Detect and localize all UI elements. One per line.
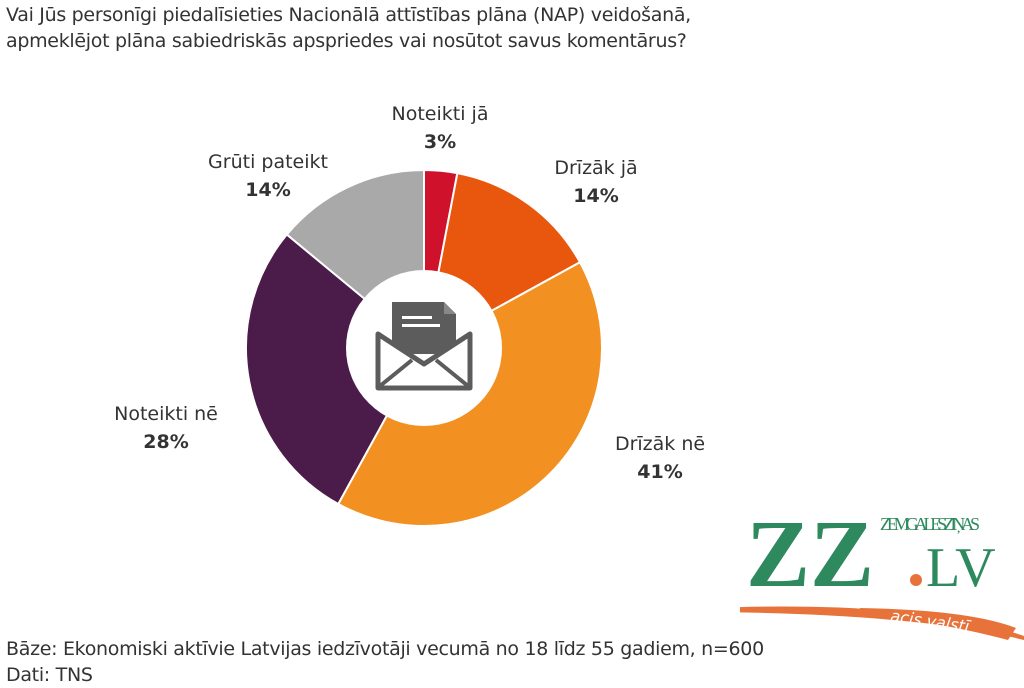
title-line-2: apmeklējot plāna sabiedriskās apspriedes…	[6, 30, 687, 52]
footer-source: Dati: TNS	[6, 664, 93, 686]
footer-base: Bāze: Ekonomiski aktīvie Latvijas iedzīv…	[6, 638, 764, 660]
label-drizak-ja: Drīzāk jā 14%	[554, 157, 638, 207]
label-noteikti-ja: Noteikti jā 3%	[391, 103, 489, 153]
label-drizak-ne: Drīzāk nē 41%	[614, 433, 706, 483]
slice-noteikti-nē	[245, 233, 426, 506]
svg-text:acis valstī: acis valstī	[889, 606, 973, 636]
title-line-1: Vai Jūs personīgi piedalīsieties Nacionā…	[6, 4, 691, 26]
label-gruti-pateikt: Grūti pateikt 14%	[208, 151, 328, 201]
footer: Bāze: Ekonomiski aktīvie Latvijas iedzīv…	[6, 636, 764, 688]
svg-text:ZEMGALES ZIŅAS: ZEMGALES ZIŅAS	[880, 514, 980, 534]
label-noteikti-ne: Noteikti nē 28%	[114, 403, 218, 453]
zz-lv-logo: ZZ ZEMGALES ZIŅAS LV acis valstī	[740, 500, 1024, 640]
chart-title: Vai Jūs personīgi piedalīsieties Nacionā…	[6, 2, 691, 54]
svg-text:ZZ: ZZ	[746, 500, 874, 607]
svg-text:LV: LV	[926, 537, 996, 599]
envelope-icon	[375, 302, 473, 391]
